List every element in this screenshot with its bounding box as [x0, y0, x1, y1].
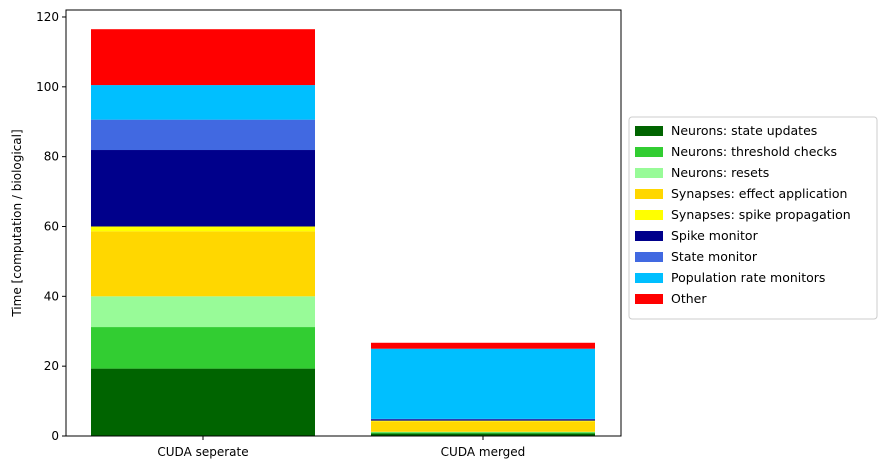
bar-population-rate-monitors-cuda-merged — [371, 348, 595, 419]
legend: Neurons: state updates Neurons: threshold… — [628, 116, 878, 320]
legend-swatch-other — [635, 294, 663, 304]
bar-spike-monitor-cuda-seperate — [91, 150, 315, 227]
bar-state-monitor-cuda-seperate — [91, 119, 315, 151]
bar-neurons-threshold-checks-cuda-seperate — [91, 327, 315, 369]
bar-population-rate-monitors-cuda-seperate — [91, 85, 315, 120]
bar-other-cuda-merged — [371, 342, 595, 349]
bar-neurons-state-updates-cuda-seperate — [91, 368, 315, 436]
bar-neurons-threshold-checks-cuda-merged — [371, 432, 595, 434]
bar-synapses-effect-application-cuda-seperate — [91, 231, 315, 297]
legend-label-spike-monitor: Spike monitor — [671, 228, 759, 243]
y-tick-label: 100 — [36, 80, 59, 94]
legend-label-other: Other — [671, 291, 707, 306]
bar-spike-monitor-cuda-merged — [371, 419, 595, 421]
x-tick-label-cuda-merged: CUDA merged — [441, 445, 526, 459]
bar-synapses-effect-application-cuda-merged — [371, 421, 595, 432]
legend-swatch-synapses-effect-application — [635, 189, 663, 199]
plot-area: 0 20 40 60 80 100 120 CUDA seperate CUDA merged — [36, 9, 622, 459]
legend-box — [628, 116, 878, 320]
y-tick-label: 20 — [44, 359, 59, 373]
legend-label-neurons-threshold-checks: Neurons: threshold checks — [671, 144, 837, 159]
bar-synapses-spike-propagation-cuda-seperate — [91, 226, 315, 232]
legend-swatch-population-rate-monitors — [635, 273, 663, 283]
y-tick-label: 40 — [44, 289, 59, 303]
bar-neurons-resets-cuda-seperate — [91, 296, 315, 328]
bar-neurons-resets-cuda-merged — [371, 431, 595, 433]
y-tick-label: 0 — [51, 429, 59, 443]
y-tick-label: 60 — [44, 219, 59, 233]
legend-swatch-neurons-resets — [635, 168, 663, 178]
legend-label-population-rate-monitors: Population rate monitors — [671, 270, 825, 285]
legend-label-neurons-state-updates: Neurons: state updates — [671, 123, 817, 138]
bar-other-cuda-seperate — [91, 29, 315, 86]
legend-swatch-neurons-threshold-checks — [635, 147, 663, 157]
bar-neurons-state-updates-cuda-merged — [371, 433, 595, 436]
legend-swatch-neurons-state-updates — [635, 126, 663, 136]
legend-swatch-spike-monitor — [635, 231, 663, 241]
y-tick-label: 120 — [36, 10, 59, 24]
bar-synapses-spike-propagation-cuda-merged — [371, 420, 595, 422]
legend-swatch-state-monitor — [635, 252, 663, 262]
axes-frame — [65, 9, 622, 437]
legend-label-synapses-spike-propagation: Synapses: spike propagation — [671, 207, 851, 222]
legend-label-neurons-resets: Neurons: resets — [671, 165, 769, 180]
y-axis-label: Time [computation / biological] — [10, 129, 24, 317]
legend-swatch-synapses-spike-propagation — [635, 210, 663, 220]
legend-label-state-monitor: State monitor — [671, 249, 758, 264]
y-tick-label: 80 — [44, 150, 59, 164]
x-tick-label-cuda-seperate: CUDA seperate — [157, 445, 248, 459]
legend-label-synapses-effect-application: Synapses: effect application — [671, 186, 847, 201]
